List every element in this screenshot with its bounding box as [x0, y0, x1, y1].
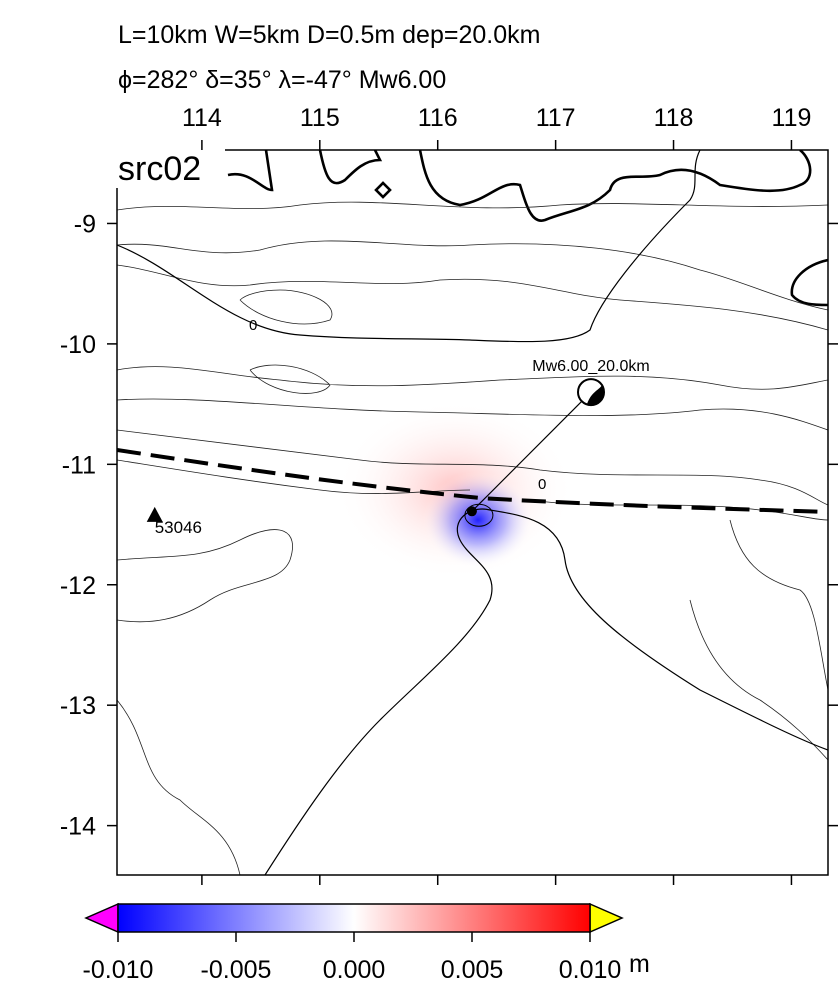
colorbar-tick-label: 0.000: [323, 956, 386, 984]
x-tick-label: 114: [182, 104, 222, 132]
zero-contour: [117, 150, 828, 875]
y-tick-label: -10: [60, 331, 96, 359]
island: [374, 181, 392, 199]
trench-line: [117, 448, 828, 514]
beachball-quadrant: [587, 385, 604, 405]
subsidence-field: [423, 472, 533, 568]
colorbar-above: [589, 902, 624, 934]
x-tick-label: 117: [536, 104, 576, 132]
colorbar: [117, 903, 591, 933]
colorbar-tick-label: 0.010: [559, 956, 622, 984]
mechanism-leader: [471, 391, 592, 512]
epicenter: [466, 506, 477, 517]
colorbar-unit: m: [629, 950, 650, 978]
colorbar-tick-label: -0.010: [83, 956, 154, 984]
contour-label: 0: [538, 476, 546, 493]
title-line: ϕ=282° δ=35° λ=-47° Mw6.00: [118, 66, 446, 94]
y-tick-label: -11: [62, 451, 96, 479]
depth-contour: [117, 201, 828, 875]
colorbar-below: [84, 902, 119, 934]
station-marker: [146, 506, 163, 522]
coastline: [227, 150, 828, 307]
panel-label: src02: [118, 150, 201, 188]
y-tick-label: -12: [60, 572, 96, 600]
colorbar-tick-label: 0.005: [441, 956, 504, 984]
x-tick-label: 118: [654, 104, 694, 132]
x-tick-label: 116: [418, 104, 458, 132]
mechanism-label: Mw6.00_20.0km: [532, 358, 649, 375]
panel-label-box: [112, 146, 225, 188]
y-tick-label: -14: [60, 813, 96, 841]
y-tick-label: -9: [74, 210, 96, 238]
x-tick-label: 119: [772, 104, 812, 132]
contour-label: 0: [249, 317, 257, 334]
map-frame: [116, 149, 829, 876]
colorbar-tick-label: -0.005: [201, 956, 272, 984]
title-line: L=10km W=5km D=0.5m dep=20.0km: [118, 21, 540, 49]
map-body: [117, 150, 828, 875]
x-tick-label: 115: [300, 104, 340, 132]
y-tick-label: -13: [60, 692, 96, 720]
station-label: 53046: [155, 518, 202, 537]
